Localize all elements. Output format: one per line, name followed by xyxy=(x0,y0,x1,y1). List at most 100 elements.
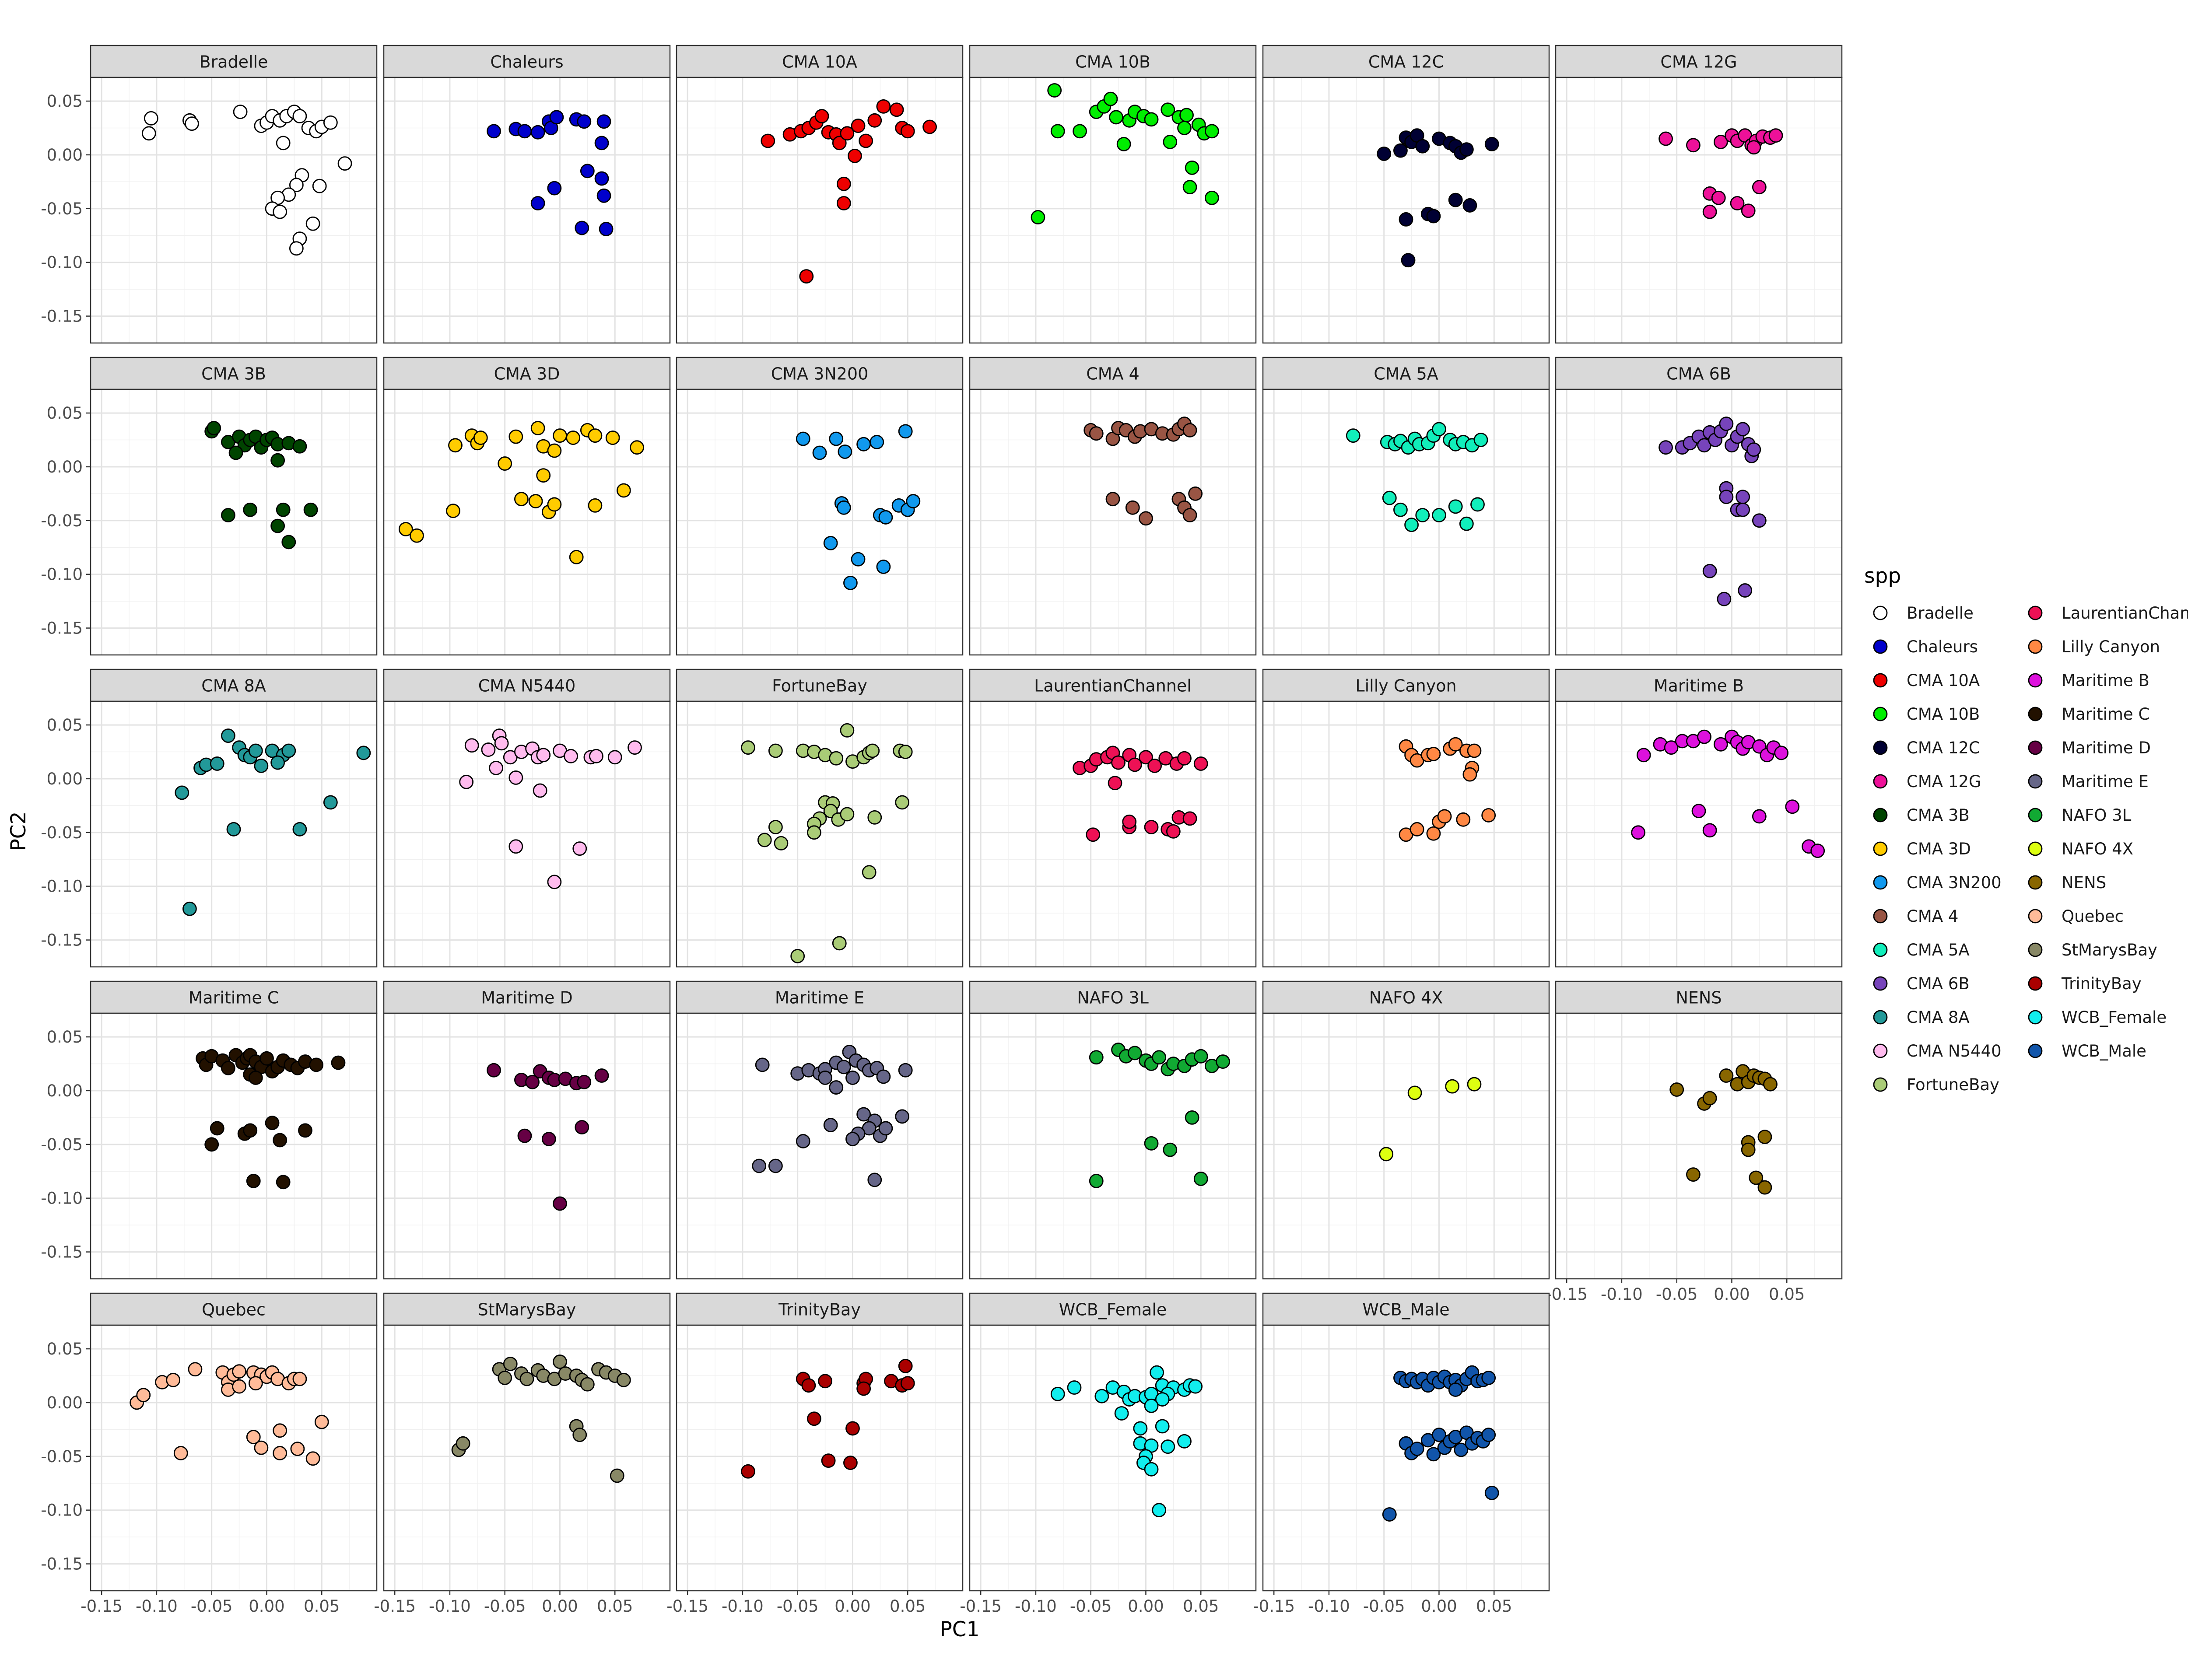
data-point xyxy=(312,178,327,193)
data-point xyxy=(867,1172,882,1187)
legend-key xyxy=(1873,808,1888,822)
facet-strip-label: CMA 6B xyxy=(1666,364,1731,384)
data-point xyxy=(1377,147,1392,161)
data-point xyxy=(1155,1392,1170,1407)
data-point xyxy=(1768,128,1783,143)
facet-strip xyxy=(383,357,671,390)
data-point xyxy=(1127,757,1142,772)
legend-label: WCB_Female xyxy=(2062,1008,2167,1027)
data-point xyxy=(517,1128,532,1143)
panel-border xyxy=(1555,700,1843,968)
x-tick-label: 0.00 xyxy=(835,1597,870,1616)
data-point xyxy=(898,745,913,759)
data-point xyxy=(856,1107,871,1122)
facet-panel-bradelle: Bradelle 0.05 0.00 -0.05 -0.10 -0.15 xyxy=(41,45,378,344)
facet-strip-label: CMA 5A xyxy=(1374,364,1438,384)
data-point xyxy=(1719,490,1734,504)
data-point xyxy=(1094,1389,1109,1404)
data-point xyxy=(182,901,197,916)
facet-strip-label: CMA 12G xyxy=(1660,52,1737,72)
data-point xyxy=(517,124,532,139)
data-point xyxy=(1204,190,1219,205)
data-point xyxy=(628,740,642,755)
facet-panel-cma-8a: CMA 8A 0.05 0.00 -0.05 -0.10 -0.15 xyxy=(41,668,378,968)
legend-label: CMA 6B xyxy=(1907,974,1970,993)
legend-key xyxy=(2028,707,2043,721)
facet-strip-label: NENS xyxy=(1676,988,1722,1008)
data-point xyxy=(464,738,479,753)
data-point xyxy=(588,428,603,443)
data-point xyxy=(243,502,258,517)
data-point xyxy=(1697,729,1711,744)
panel-border xyxy=(1262,1012,1550,1280)
data-point xyxy=(1111,755,1126,770)
legend-key xyxy=(2028,976,2043,991)
legend-item-cma-5a: CMA 5A xyxy=(1873,941,1970,959)
data-point xyxy=(530,196,545,210)
data-point xyxy=(533,783,547,798)
data-point xyxy=(553,428,567,443)
plot-background xyxy=(384,701,670,967)
facet-panel-trinitybay: TrinityBay -0.15 -0.10 -0.05 0.00 0.05 xyxy=(666,1292,964,1616)
plot-area: -0.15 -0.10 -0.05 0.00 0.05 xyxy=(374,1324,671,1616)
legend-label: Maritime B xyxy=(2062,671,2149,690)
y-tick-label: 0.00 xyxy=(47,1082,83,1100)
y-tick-label: 0.00 xyxy=(47,146,83,164)
data-point xyxy=(1730,196,1745,210)
data-point xyxy=(564,749,579,763)
data-point xyxy=(876,99,891,114)
data-point xyxy=(1659,440,1673,455)
plot-background xyxy=(1556,389,1842,655)
legend-item-nens: NENS xyxy=(2028,873,2106,892)
legend-label: Maritime D xyxy=(2062,738,2151,757)
panel-border xyxy=(969,700,1257,968)
data-point xyxy=(845,1071,860,1085)
facet-panel-wcb-male: WCB_Male -0.15 -0.10 -0.05 0.00 0.05 xyxy=(1253,1292,1550,1616)
data-point xyxy=(1437,809,1452,824)
data-point xyxy=(832,136,847,150)
data-point xyxy=(1122,814,1137,829)
data-point xyxy=(1127,1046,1142,1060)
legend-item-cma-4: CMA 4 xyxy=(1873,907,1958,926)
x-tick-label: 0.05 xyxy=(1769,1285,1805,1304)
data-point xyxy=(270,453,285,468)
data-point xyxy=(1144,112,1159,127)
x-tick-label: -0.05 xyxy=(777,1597,819,1616)
data-point xyxy=(1108,776,1122,791)
data-point xyxy=(221,1060,235,1075)
data-point xyxy=(1125,500,1140,515)
facet-strip-label: StMarysBay xyxy=(478,1300,576,1320)
facet-strip-label: TrinityBay xyxy=(778,1300,861,1320)
legend-item-wcb-female: WCB_Female xyxy=(2028,1008,2167,1027)
data-point xyxy=(514,492,529,507)
data-point xyxy=(528,494,543,508)
data-point xyxy=(1691,804,1706,819)
y-tick-label: -0.15 xyxy=(41,1555,83,1574)
data-point xyxy=(210,1121,224,1136)
facet-strip xyxy=(676,668,964,702)
data-point xyxy=(1757,1130,1772,1144)
facet-strip xyxy=(676,980,964,1014)
data-point xyxy=(1144,1398,1159,1413)
plot-background xyxy=(677,1013,963,1279)
legend-key xyxy=(1873,707,1888,721)
data-point xyxy=(204,1137,219,1152)
legend-label: WCB_Male xyxy=(2062,1042,2146,1060)
data-point xyxy=(1669,1082,1684,1097)
data-point xyxy=(1686,138,1701,153)
data-point xyxy=(265,1116,280,1130)
data-point xyxy=(755,1057,770,1072)
data-point xyxy=(553,1354,567,1369)
data-point xyxy=(141,126,156,141)
data-point xyxy=(922,119,937,134)
data-point xyxy=(281,535,296,550)
legend-label: CMA 10A xyxy=(1907,671,1980,690)
x-tick-label: -0.05 xyxy=(191,1597,233,1616)
legend-key xyxy=(2028,808,2043,822)
data-point xyxy=(1481,1428,1496,1442)
legend-key xyxy=(2028,942,2043,957)
facet-strip xyxy=(1262,980,1550,1014)
data-point xyxy=(814,109,829,123)
data-point xyxy=(221,508,235,522)
